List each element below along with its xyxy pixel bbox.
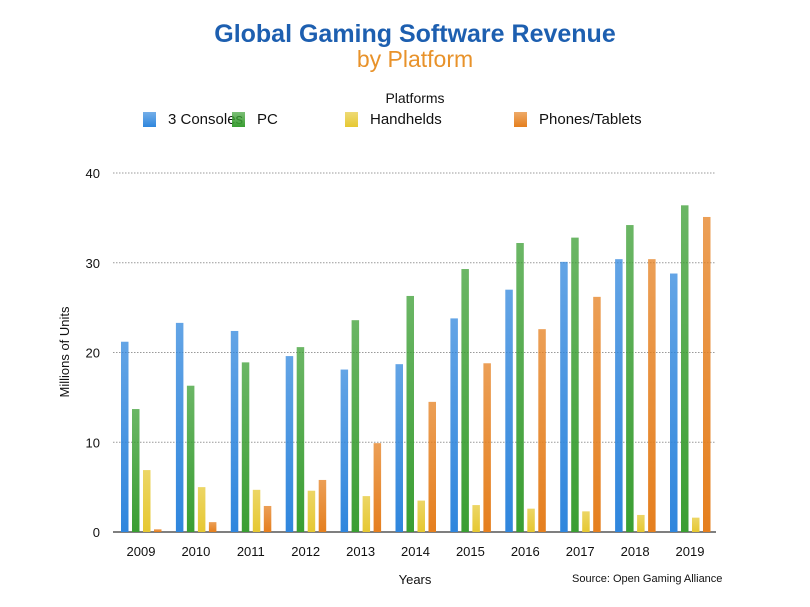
x-tick-label: 2015 [456, 544, 485, 559]
legend-swatch [345, 112, 358, 127]
y-tick-label: 20 [86, 346, 100, 361]
bar [132, 409, 140, 532]
bar [472, 505, 480, 532]
legend-label: 3 Consoles [168, 111, 244, 128]
x-tick-label: 2010 [181, 544, 210, 559]
bar [175, 322, 184, 532]
legend-label: Handhelds [370, 111, 442, 128]
x-tick-label: 2017 [566, 544, 595, 559]
bar [571, 237, 579, 532]
bar [593, 296, 601, 532]
bar [626, 225, 634, 532]
legend-label: PC [257, 111, 278, 128]
source-note: Source: Open Gaming Alliance [572, 573, 723, 585]
chart-title: Global Gaming Software Revenue [214, 20, 616, 48]
legend-swatch [143, 112, 156, 127]
bar [560, 261, 568, 532]
bar [681, 205, 689, 532]
x-tick-label: 2013 [346, 544, 375, 559]
legend-item: Handhelds [345, 111, 442, 128]
legend-label: Phones/Tablets [539, 111, 642, 128]
bar [417, 500, 425, 532]
bar [483, 363, 491, 532]
legend-swatch [514, 112, 527, 127]
bar [318, 479, 327, 532]
bar [208, 522, 217, 532]
bar [637, 514, 645, 532]
x-tick-label: 2012 [291, 544, 320, 559]
chart-subtitle: by Platform [356, 46, 474, 72]
legend-title: Platforms [385, 90, 445, 106]
bar [351, 320, 360, 532]
bar [670, 273, 678, 532]
y-tick-label: 0 [93, 525, 100, 540]
x-tick-label: 2016 [511, 544, 540, 559]
x-axis-label: Years [399, 572, 432, 587]
bar [505, 289, 513, 532]
x-tick-label: 2018 [621, 544, 650, 559]
y-tick-label: 30 [86, 256, 100, 271]
bar [703, 216, 711, 533]
x-tick-label: 2011 [237, 544, 265, 559]
bar [373, 443, 382, 532]
bar [516, 243, 524, 532]
bar [692, 517, 700, 532]
bar [143, 470, 151, 532]
bar [285, 356, 294, 532]
bar [340, 369, 349, 532]
bar [186, 385, 195, 532]
bar [296, 347, 305, 532]
bar [241, 362, 250, 532]
bar [154, 529, 162, 532]
bar [263, 505, 272, 532]
bar [362, 496, 371, 532]
bar [615, 259, 623, 532]
bar [527, 508, 535, 532]
bar [121, 341, 129, 532]
legend-item: PC [232, 111, 278, 128]
x-tick-label: 2009 [127, 544, 156, 559]
bar [582, 511, 590, 532]
bar [307, 490, 316, 532]
legend-item: Phones/Tablets [514, 111, 642, 128]
bar [648, 259, 656, 532]
y-axis-label: Millions of Units [57, 306, 72, 398]
bar [230, 330, 239, 532]
y-tick-label: 40 [86, 166, 100, 181]
bar [450, 318, 458, 532]
legend-swatch [232, 112, 245, 127]
bar [406, 295, 414, 532]
bar [395, 364, 403, 532]
bar [461, 269, 469, 532]
x-tick-label: 2019 [676, 544, 705, 559]
x-tick-label: 2014 [401, 544, 430, 559]
bar [428, 401, 436, 532]
bar [538, 329, 546, 532]
bar [252, 489, 261, 532]
legend-item: 3 Consoles [143, 111, 243, 128]
bar [197, 487, 206, 532]
y-tick-label: 10 [86, 435, 100, 450]
